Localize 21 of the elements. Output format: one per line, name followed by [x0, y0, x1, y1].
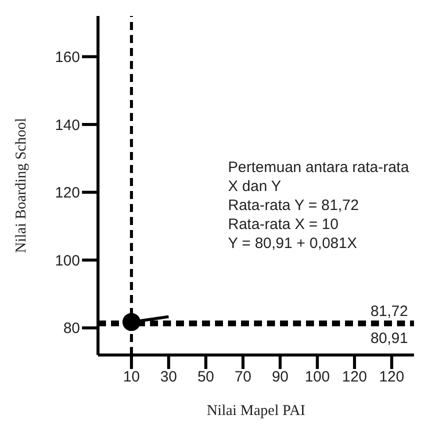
x-tick-label: 120 — [342, 368, 368, 386]
annotation: Rata-rata X = 10 — [228, 215, 340, 234]
y-tick-label: 160 — [54, 49, 80, 66]
y-tick-label: 140 — [54, 116, 80, 134]
ref-line-label: 81,72 — [370, 303, 408, 320]
annotation: Y = 80,91 + 0,081X — [228, 234, 358, 253]
x-tick-label: 50 — [197, 368, 214, 386]
x-tick-label: 100 — [304, 368, 330, 386]
x-axis-title: Nilai Mapel PAI — [206, 403, 306, 419]
y-tick-label: 80 — [63, 320, 80, 338]
annotation: Pertemuan antara rata-rata X dan Y — [228, 158, 410, 196]
annotation: Rata-rata Y = 81,72 — [228, 196, 360, 215]
y-tick-label: 100 — [54, 252, 80, 270]
x-tick-label: 120 — [379, 368, 404, 386]
x-tick-label: 90 — [272, 368, 289, 386]
x-tick-label: 30 — [160, 368, 177, 386]
x-tick-label: 70 — [234, 368, 252, 386]
x-tick-label: 10 — [123, 368, 140, 386]
ref-line-label: 80,91 — [370, 330, 408, 347]
y-axis-title: Nilai Boarding School — [13, 118, 30, 253]
y-tick-label: 120 — [54, 184, 80, 202]
